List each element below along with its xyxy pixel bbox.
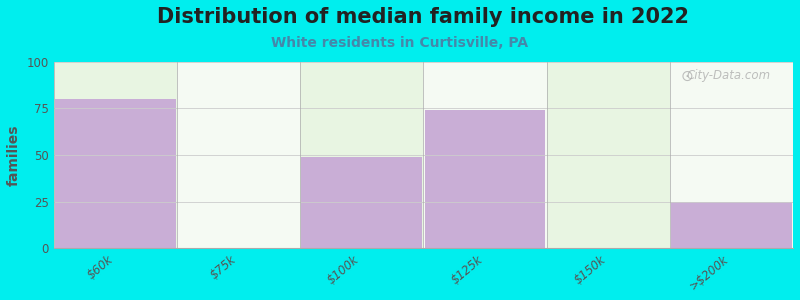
Bar (671, 202, 792, 248)
Bar (54, 62, 177, 248)
Bar (55, 99, 176, 248)
Text: City-Data.com: City-Data.com (686, 69, 771, 82)
Bar (177, 62, 300, 248)
Y-axis label: families: families (7, 124, 21, 186)
Bar (425, 110, 546, 248)
Text: ⊙: ⊙ (681, 69, 694, 84)
Bar (300, 62, 423, 248)
Bar (423, 62, 546, 248)
Title: Distribution of median family income in 2022: Distribution of median family income in … (158, 7, 690, 27)
Bar (302, 157, 422, 248)
Bar (546, 62, 670, 248)
Bar (670, 62, 793, 248)
Text: White residents in Curtisville, PA: White residents in Curtisville, PA (271, 36, 529, 50)
